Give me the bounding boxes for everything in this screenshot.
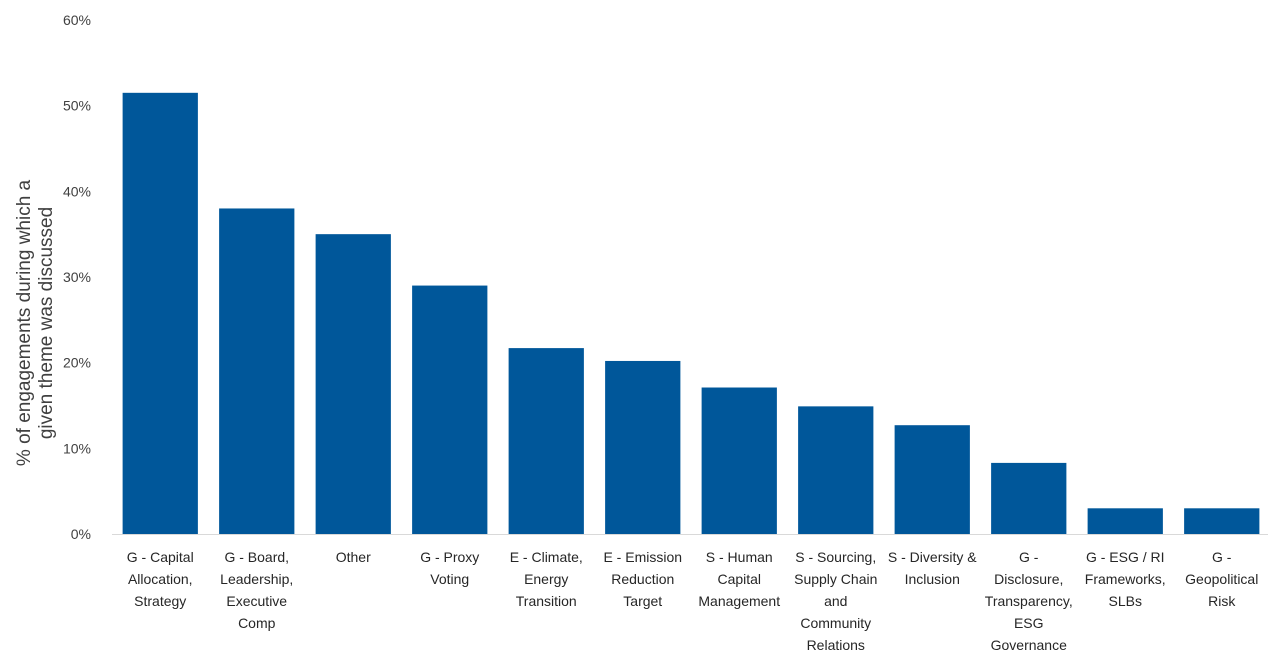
x-axis-labels: G - Capital Allocation, Strategy G - Board,… [127, 549, 1259, 653]
bar [1184, 508, 1260, 534]
bar [991, 462, 1067, 534]
x-tick-label: G - ESG / RI Frameworks, SLBs [1085, 549, 1166, 609]
x-tick-label: G -Disclosure, Transparency, ESG Governance [985, 549, 1073, 653]
x-tick-label: S - Sourcing, Supply Chain and Community Rel… [794, 549, 877, 653]
x-tick-label: E - Emission Reduction Target [603, 549, 682, 609]
bar [412, 285, 488, 534]
y-tick-label: 60% [63, 12, 91, 28]
y-tick-label: 20% [63, 355, 91, 371]
bar [315, 234, 391, 534]
x-tick-label: E - Climate, Energy Transition [510, 549, 583, 609]
y-tick-label: 30% [63, 269, 91, 285]
y-axis: 0% 10% 20% 30% 40% 50% 60% [63, 12, 1268, 542]
y-tick-label: 40% [63, 183, 91, 199]
y-tick-label: 50% [63, 98, 91, 114]
x-tick-label: S - Human Capital Management [698, 549, 780, 609]
y-tick-label: 10% [63, 440, 91, 456]
y-axis-title: % of engagements during which agiven the… [14, 179, 57, 466]
bar [1087, 508, 1163, 534]
bar [894, 425, 970, 534]
bar [798, 406, 874, 534]
x-tick-label: Other [336, 549, 371, 565]
x-tick-label: G - Board, Leadership, Executive Comp [220, 549, 293, 631]
bar [219, 208, 295, 534]
y-tick-label: 0% [71, 526, 91, 542]
x-tick-label: G - Capital Allocation, Strategy [127, 549, 194, 609]
x-tick-label: G - Proxy Voting [420, 549, 479, 587]
bar [701, 387, 777, 534]
bars [122, 92, 1260, 535]
bar [122, 92, 198, 535]
bar [508, 348, 584, 534]
x-tick-label: S - Diversity & Inclusion [888, 549, 977, 587]
bar [605, 360, 681, 534]
x-tick-label: G -Geopolitical Risk [1185, 549, 1258, 609]
